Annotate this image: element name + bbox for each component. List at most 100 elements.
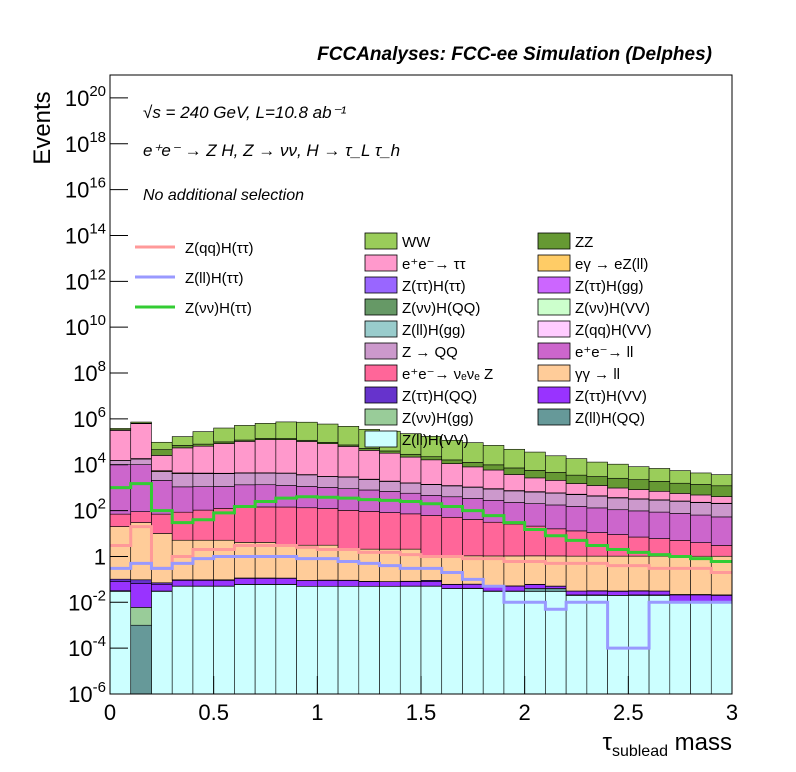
histogram-bar [337, 476, 360, 489]
histogram-bar [628, 510, 650, 538]
histogram-bar [213, 585, 235, 694]
y-tick-base: 10 [68, 590, 92, 615]
histogram-bar [275, 506, 297, 546]
histogram-bar [462, 486, 484, 499]
y-tick-base: 10 [73, 361, 97, 386]
histogram-bar [254, 542, 277, 579]
histogram-bar [358, 585, 380, 694]
histogram-bar [420, 495, 443, 516]
y-tick-base: 10 [73, 499, 97, 524]
histogram-bar [503, 467, 525, 475]
annotation: e⁺e⁻ → Z H, Z → νν, H → τ_L τ_h [143, 141, 400, 160]
histogram-bar [379, 581, 401, 587]
legend-label: γγ → ll [575, 366, 620, 383]
histogram-bar [648, 481, 671, 492]
histogram-bar [317, 476, 339, 488]
legend-label: Z(ll)H(gg) [402, 322, 465, 339]
histogram-bar [192, 445, 214, 474]
histogram-bar [545, 555, 567, 587]
histogram-bar [379, 481, 401, 492]
histogram-bar [337, 510, 360, 550]
header: FCCAnalyses: FCC-ee Simulation (Delphes) [317, 44, 712, 65]
x-tick-label: 1.5 [406, 700, 437, 725]
histogram-bar [690, 555, 712, 595]
histogram-bar [648, 590, 671, 596]
histogram-bar [171, 473, 194, 488]
histogram-bar [234, 578, 256, 585]
histogram-bar [171, 580, 194, 587]
histogram-bar [669, 482, 691, 494]
histogram-bar [358, 450, 380, 480]
x-label-text: mass [668, 729, 732, 756]
histogram-bar [545, 528, 567, 557]
y-tick-label: 1 [94, 544, 106, 569]
y-tick-base: 10 [73, 407, 97, 432]
histogram-bar [358, 511, 380, 550]
histogram-bar [379, 512, 401, 550]
histogram-bar [669, 500, 691, 514]
y-tick-label: 1016 [65, 175, 106, 203]
histogram-bar [130, 421, 152, 424]
y-tick-base: 10 [65, 178, 89, 203]
y-tick-exponent: 10 [89, 312, 106, 329]
histogram-bar [337, 548, 360, 581]
histogram-bar [130, 511, 152, 523]
histogram-bar [110, 430, 132, 461]
histogram-bar [524, 588, 546, 592]
y-tick-label: 10-4 [68, 633, 106, 661]
histogram-bar [462, 462, 484, 468]
legend-swatch [537, 386, 571, 404]
histogram-bar [710, 545, 732, 557]
legend-swatch [364, 276, 398, 294]
histogram-bar [503, 490, 525, 503]
histogram-bar [545, 585, 567, 589]
histogram-bar [151, 471, 173, 481]
legend-swatch [364, 342, 398, 360]
y-tick-base: 10 [65, 223, 89, 248]
histogram-bar [213, 443, 235, 474]
y-tick-base: 10 [68, 636, 92, 661]
histogram-bar [399, 453, 422, 458]
histogram-bar [234, 472, 256, 486]
histogram-bar [690, 502, 712, 516]
histogram-bar [420, 484, 443, 496]
y-tick-label: 106 [73, 404, 106, 432]
legend-swatch [364, 364, 398, 382]
histogram-bar [130, 464, 152, 512]
histogram-bar [628, 479, 650, 490]
histogram-bar [254, 423, 277, 439]
histogram-bar [420, 515, 443, 556]
histogram-bar [151, 455, 173, 472]
histogram-bar [151, 441, 173, 450]
histogram-bar [586, 507, 608, 533]
histogram-bar [524, 584, 546, 589]
histogram-bar [151, 583, 173, 592]
legend-label: Z(qq)H(ττ) [185, 240, 254, 257]
histogram-bar [151, 533, 173, 584]
y-tick-exponent: 8 [98, 358, 106, 375]
histogram-bar [503, 585, 525, 592]
histogram-bar [275, 584, 297, 694]
histogram-bar [441, 485, 463, 498]
histogram-bar [545, 591, 567, 694]
histogram-bar [628, 489, 650, 500]
signal-line [110, 554, 732, 650]
histogram-bar [690, 542, 712, 557]
legend-label: Z(ττ)H(VV) [575, 388, 647, 405]
histogram-bar [482, 555, 505, 587]
histogram-bar [524, 491, 546, 504]
legend-label: Z(ττ)H(QQ) [402, 388, 477, 405]
histogram-bar [462, 588, 484, 694]
histogram-bar [586, 595, 608, 694]
histogram-bar [254, 439, 277, 474]
histogram-bar [399, 581, 422, 587]
histogram-bar [565, 506, 588, 532]
histogram-bar [399, 456, 422, 484]
histogram-bar [503, 474, 525, 491]
legend-swatch [537, 298, 571, 316]
histogram-bar [317, 443, 339, 477]
histogram-bar [399, 492, 422, 515]
histogram-bar [545, 472, 567, 481]
histogram-bar [482, 464, 505, 471]
histogram-bar [420, 456, 443, 461]
